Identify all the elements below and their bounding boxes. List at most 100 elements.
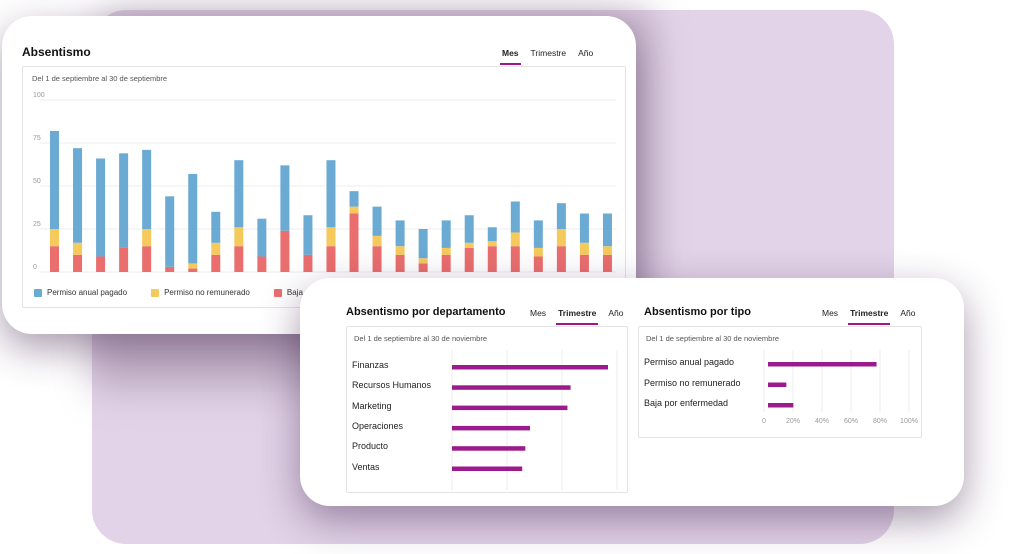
bar-segment	[395, 220, 405, 247]
bar-segment	[349, 213, 359, 272]
x-tick-label: 80%	[873, 418, 887, 425]
legend-swatch-sick	[273, 288, 282, 297]
x-tick-label: 0	[762, 418, 766, 425]
bar-segment	[579, 254, 589, 272]
stacked-bar-chart: 100 75 50 25 0	[33, 92, 616, 273]
bar-segment	[556, 203, 566, 229]
bar-segment	[142, 246, 152, 272]
bar-segment	[188, 263, 198, 269]
x-tick-label: 20%	[786, 418, 800, 425]
legend-swatch-unpaid	[151, 288, 160, 297]
bar-segment	[349, 206, 359, 214]
x-tick-label: 100%	[900, 418, 918, 425]
bar-segment	[418, 263, 428, 272]
dept-label: Finanzas	[352, 360, 389, 370]
bar-segment	[533, 247, 543, 257]
type-tab-trimestre[interactable]: Trimestre	[848, 308, 891, 325]
bar-segment	[487, 227, 497, 242]
legend-label-annual: Permiso anual pagado	[47, 288, 128, 297]
type-bar-chart: 0 20% 40% 60% 80% 100%	[762, 350, 918, 425]
bar-segment	[50, 229, 59, 247]
x-tick-label: 60%	[844, 418, 858, 425]
dept-tab-trimestre[interactable]: Trimestre	[556, 308, 599, 325]
bar-segment	[602, 213, 612, 247]
bar-segment	[556, 246, 566, 272]
x-tick-label: 40%	[815, 418, 829, 425]
type-tab-mes[interactable]: Mes	[822, 308, 839, 318]
bar-segment	[487, 246, 497, 272]
bar-segment	[211, 242, 221, 255]
y-tick-label: 100	[33, 92, 45, 99]
bar-segment	[441, 247, 451, 255]
y-tick-label: 75	[33, 135, 41, 142]
dept-label: Operaciones	[352, 420, 404, 431]
bar-segment	[73, 242, 83, 255]
bar-segment	[372, 246, 382, 272]
bar-segment	[556, 229, 566, 247]
bar-segment	[211, 254, 221, 272]
chart-legend: Permiso anual pagado Permiso no remunera…	[34, 288, 303, 297]
bar-segment	[395, 254, 405, 272]
bar-segment	[441, 254, 451, 272]
bar-segment	[165, 266, 175, 272]
bar-segment	[303, 215, 313, 255]
bar-segment	[165, 196, 175, 267]
bar-segment	[510, 201, 520, 233]
bar-segment	[464, 242, 474, 248]
dept-tab-ano[interactable]: Año	[608, 308, 624, 318]
bar-segment	[188, 268, 198, 272]
bar-segment	[326, 160, 336, 228]
bar-segment	[50, 130, 59, 229]
type-bar	[768, 403, 794, 408]
bar-segment	[280, 230, 290, 272]
tab-trimestre[interactable]: Trimestre	[530, 48, 567, 58]
bar-segment	[464, 215, 474, 243]
date-range: Del 1 de septiembre al 30 de septiembre	[32, 74, 168, 83]
type-title: Absentismo por tipo	[644, 306, 751, 318]
dept-bar	[452, 466, 523, 471]
bar-segment	[303, 254, 313, 272]
bar-segment	[96, 158, 106, 257]
tab-mes[interactable]: Mes	[500, 48, 521, 65]
bar-segment	[257, 218, 267, 257]
bar-segment	[50, 246, 59, 272]
dept-tab-mes[interactable]: Mes	[530, 308, 547, 318]
tab-ano[interactable]: Año	[578, 48, 594, 58]
bar-segment	[188, 173, 198, 264]
type-label: Permiso anual pagado	[644, 357, 735, 367]
type-date-range: Del 1 de septiembre al 30 de noviembre	[646, 334, 779, 343]
bar-segment	[234, 160, 244, 228]
breakdown-card: Absentismo por departamento Mes Trimestr…	[300, 278, 964, 506]
bar-segment	[533, 220, 543, 248]
dept-label: Producto	[352, 441, 389, 452]
bar-segment	[418, 258, 428, 264]
bar-segment	[510, 232, 520, 247]
bar-segment	[326, 227, 336, 247]
legend-item-annual: Permiso anual pagado	[34, 288, 127, 297]
dept-label: Marketing	[352, 400, 392, 411]
bar-segment	[96, 256, 106, 272]
dept-date-range: Del 1 de septiembre al 30 de noviembre	[354, 334, 487, 343]
y-tick-label: 25	[33, 221, 41, 228]
bar-segment	[487, 241, 497, 247]
y-tick-label: 50	[33, 178, 41, 185]
bar-segment	[579, 242, 589, 255]
dept-bar	[452, 446, 526, 451]
legend-label-unpaid: Permiso no remunerado	[164, 288, 250, 297]
type-tab-ano[interactable]: Año	[900, 308, 916, 318]
bar-segment	[579, 213, 589, 243]
type-label: Baja por enfermedad	[644, 398, 729, 408]
dept-title: Absentismo por departamento	[346, 306, 506, 318]
dept-bar	[452, 365, 608, 370]
bar-segment	[418, 229, 428, 259]
type-chart-frame	[638, 326, 922, 438]
bar-segment	[234, 227, 244, 247]
bar-segment	[326, 246, 336, 272]
dept-bar	[452, 405, 568, 411]
period-tabs: Mes Trimestre Año	[500, 48, 594, 65]
bar-segment	[280, 165, 290, 231]
bar-segment	[119, 153, 129, 248]
type-period-tabs: Mes Trimestre Año	[822, 308, 915, 325]
bar-segment	[257, 256, 267, 272]
bar-segment	[533, 256, 543, 272]
